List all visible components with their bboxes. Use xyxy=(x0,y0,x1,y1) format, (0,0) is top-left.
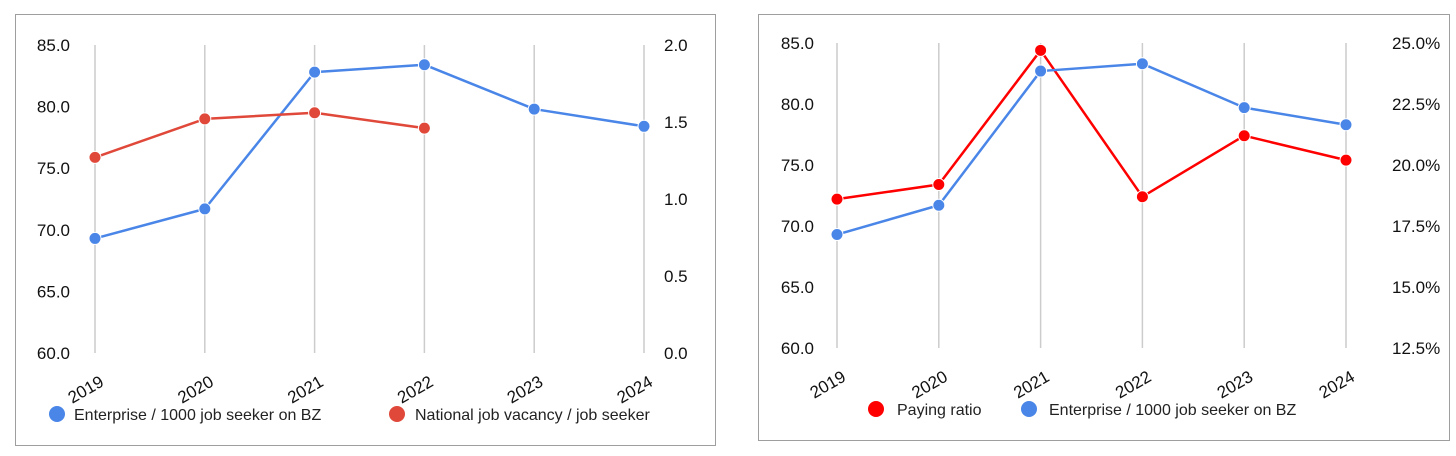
chart1-legend-marker xyxy=(49,406,65,422)
chart2-series-1-point xyxy=(1237,129,1251,143)
chart2-legend-label: Enterprise / 1000 job seeker on BZ xyxy=(1049,402,1296,419)
chart1-x-tick-label: 2021 xyxy=(284,372,326,407)
chart2-right-tick-label: 17.5% xyxy=(1392,217,1440,236)
chart2-left-tick-label: 75.0 xyxy=(781,156,814,175)
chart1-x-tick-label: 2020 xyxy=(175,372,217,407)
chart2-series-1-point xyxy=(1339,153,1353,167)
chart1-x-tick-label: 2022 xyxy=(394,372,436,407)
chart2-x-tick-label: 2022 xyxy=(1112,367,1154,402)
chart1-series-1-point xyxy=(198,202,212,216)
chart1-x-tick-label: 2023 xyxy=(504,372,546,407)
chart2-series-1-point xyxy=(932,178,946,192)
chart1-x-tick-label: 2024 xyxy=(614,372,656,407)
chart2-x-tick-label: 2023 xyxy=(1214,367,1256,402)
chart2-x-tick-label: 2024 xyxy=(1316,367,1358,402)
chart2-right-tick-label: 25.0% xyxy=(1392,34,1440,53)
chart1-left-tick-label: 60.0 xyxy=(37,344,70,363)
chart2-left-tick-label: 85.0 xyxy=(781,34,814,53)
chart1-series-1-point xyxy=(88,231,102,245)
chart2-series-2-point xyxy=(1237,101,1251,115)
chart2-right-tick-label: 15.0% xyxy=(1392,278,1440,297)
chart2-series-2-point xyxy=(1339,118,1353,132)
chart2-right-tick-label: 12.5% xyxy=(1392,339,1440,358)
chart1-series-2-line xyxy=(94,111,425,159)
chart1-left-tick-label: 70.0 xyxy=(37,221,70,240)
chart1-left-tick-label: 80.0 xyxy=(37,98,70,117)
chart1-right-tick-label: 1.5 xyxy=(664,113,688,132)
chart2-series-2-point xyxy=(830,228,844,242)
chart1-legend-marker xyxy=(389,406,405,422)
chart2-series-2-line xyxy=(836,62,1347,236)
chart2-series-2-point xyxy=(932,198,946,212)
chart2-left-tick-label: 70.0 xyxy=(781,217,814,236)
chart2-right-tick-label: 20.0% xyxy=(1392,156,1440,175)
chart2-series-2-point xyxy=(1135,57,1149,71)
chart1-legend-label: National job vacancy / job seeker xyxy=(415,407,650,424)
chart2-series-2-point xyxy=(1034,64,1048,78)
chart2-series-1-point xyxy=(1034,43,1048,57)
chart1-series-2-point xyxy=(417,121,431,135)
chart1-series-1-point xyxy=(637,119,651,133)
chart1-series-1-point xyxy=(417,58,431,72)
chart1-left-tick-label: 65.0 xyxy=(37,282,70,301)
chart1-right-tick-label: 0.0 xyxy=(664,344,688,363)
chart1-series-2-point xyxy=(308,106,322,120)
chart1-left-tick-label: 75.0 xyxy=(37,159,70,178)
chart1-legend-label: Enterprise / 1000 job seeker on BZ xyxy=(74,407,321,424)
chart2-legend-marker xyxy=(1021,401,1037,417)
chart1-series-1-line xyxy=(94,63,645,240)
chart-panel-left xyxy=(15,14,716,446)
chart2-legend-label: Paying ratio xyxy=(897,402,982,419)
chart1-series-2-point xyxy=(198,112,212,126)
chart1-series-1-point xyxy=(308,65,322,79)
chart2-left-tick-label: 65.0 xyxy=(781,278,814,297)
chart2-series-1-point xyxy=(1135,190,1149,204)
chart1-right-tick-label: 2.0 xyxy=(664,36,688,55)
chart2-x-tick-label: 2020 xyxy=(909,367,951,402)
chart2-left-tick-label: 60.0 xyxy=(781,339,814,358)
chart2-series-1-line xyxy=(836,49,1347,201)
chart2-series-1-point xyxy=(830,192,844,206)
chart2-legend-marker xyxy=(868,401,884,417)
chart2-x-tick-label: 2021 xyxy=(1010,367,1052,402)
chart2-right-tick-label: 22.5% xyxy=(1392,95,1440,114)
chart1-right-tick-label: 0.5 xyxy=(664,267,688,286)
chart1-series-2-point xyxy=(88,150,102,164)
chart1-right-tick-label: 1.0 xyxy=(664,190,688,209)
chart1-left-tick-label: 85.0 xyxy=(37,36,70,55)
chart-panel-right xyxy=(758,14,1450,441)
chart2-left-tick-label: 80.0 xyxy=(781,95,814,114)
chart1-x-tick-label: 2019 xyxy=(65,372,107,407)
chart2-x-tick-label: 2019 xyxy=(807,367,849,402)
chart1-series-1-point xyxy=(527,102,541,116)
